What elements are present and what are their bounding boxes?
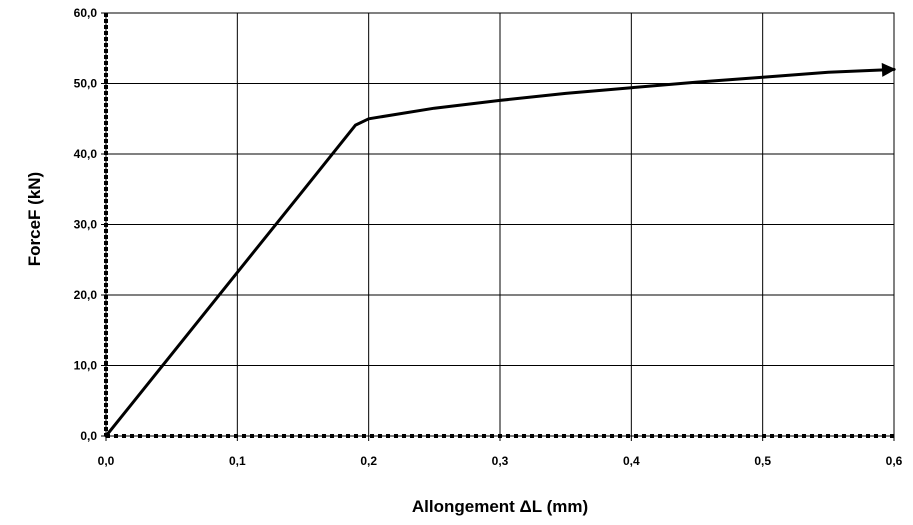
y-axis: 0,0 10,0 20,0 30,0 40,0 50,0 60,0 — [74, 6, 108, 443]
y-tick-label: 20,0 — [74, 288, 98, 302]
x-axis: 0,0 0,1 0,2 0,3 0,4 0,5 0,6 — [98, 434, 903, 468]
y-tick-label: 40,0 — [74, 147, 98, 161]
series-layer — [104, 62, 896, 438]
x-tick-label: 0,3 — [492, 454, 509, 468]
y-tick-label: 30,0 — [74, 218, 98, 232]
y-tick-label: 0,0 — [80, 429, 97, 443]
y-axis-title: ForceF (kN) — [25, 172, 44, 266]
x-axis-title: Allongement ΔL (mm) — [412, 497, 588, 516]
y-tick-label: 50,0 — [74, 77, 98, 91]
x-tick-label: 0,2 — [360, 454, 377, 468]
x-tick-label: 0,6 — [886, 454, 903, 468]
x-tick-label: 0,4 — [623, 454, 640, 468]
series-line — [104, 67, 896, 438]
x-tick-label: 0,1 — [229, 454, 246, 468]
x-tick-label: 0,5 — [754, 454, 771, 468]
grid — [106, 13, 894, 436]
x-tick-label: 0,0 — [98, 454, 115, 468]
y-tick-label: 10,0 — [74, 359, 98, 373]
y-tick-label: 60,0 — [74, 6, 98, 20]
series-end-arrow — [881, 62, 896, 77]
